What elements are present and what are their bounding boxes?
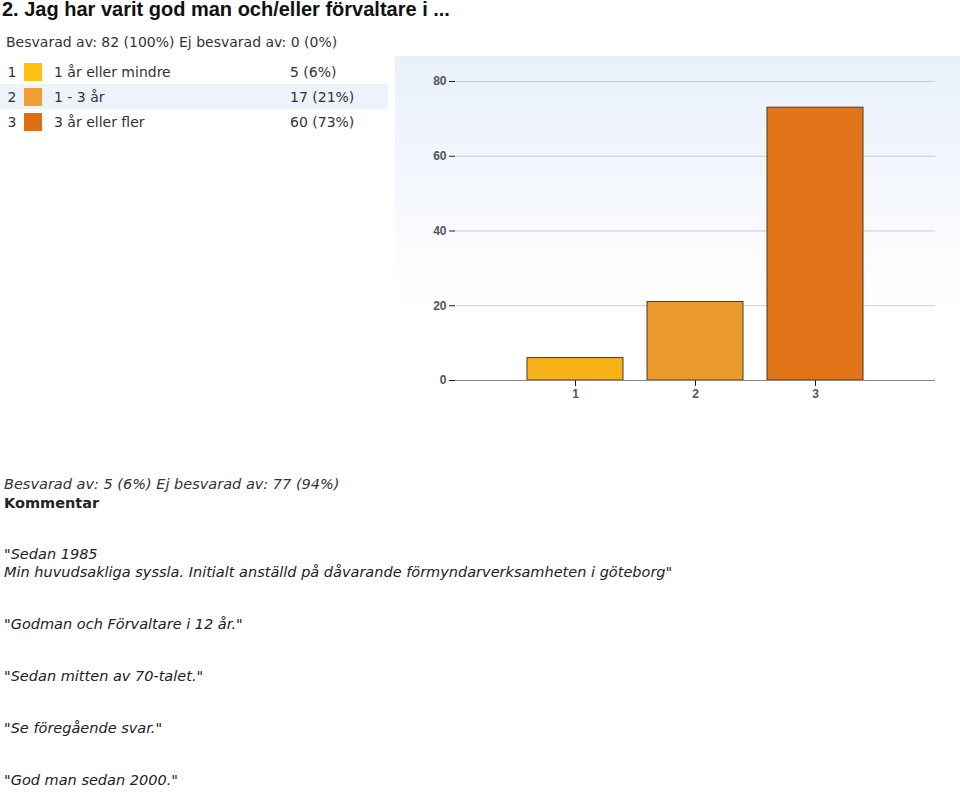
html-text:1: 1 (7, 63, 17, 80)
html-text:Kommentar: Kommentar (4, 495, 100, 511)
svg-text:60: 60 (433, 149, 447, 163)
html-text:"God man sedan 2000.": "God man sedan 2000." (4, 772, 178, 788)
svg-text:0: 0 (440, 373, 447, 387)
svg-text:80: 80 (433, 74, 447, 88)
html-text:5 (6%): 5 (6%) (290, 63, 337, 80)
html-text:1 år eller mindre: 1 år eller mindre (54, 63, 171, 80)
svg-text:3: 3 (812, 387, 819, 401)
html-text:17 (21%): 17 (21%) (290, 88, 355, 105)
html-text:"Sedan mitten av 70-talet.": "Sedan mitten av 70-talet." (4, 668, 204, 684)
html-text:3 år eller fler: 3 år eller fler (54, 113, 145, 130)
svg-text:2: 2 (692, 387, 699, 401)
html-text:3: 3 (7, 113, 17, 130)
html-text:"Godman och Förvaltare i 12 år: "Godman och Förvaltare i 12 år." (4, 616, 243, 632)
svg-text:20: 20 (433, 299, 447, 313)
html-text:2: 2 (7, 88, 17, 105)
html-text:Besvarad av: 82 (100%) Ej besv: Besvarad av: 82 (100%) Ej besvarad av: 0… (6, 34, 338, 50)
html-text:"Sedan 1985 Min huvudsakliga s: "Sedan 1985 Min huvudsakliga syssla. Ini… (4, 546, 673, 580)
html-text:1 - 3 år: 1 - 3 år (54, 88, 105, 105)
svg-text:40: 40 (433, 224, 447, 238)
svg-text:1: 1 (572, 387, 579, 401)
html-text:60 (73%): 60 (73%) (290, 113, 355, 130)
html-text:"Se föregående svar.": "Se föregående svar." (4, 720, 163, 736)
html-text:Besvarad av: 5 (6%) Ej besvara: Besvarad av: 5 (6%) Ej besvarad av: 77 (… (4, 476, 340, 492)
